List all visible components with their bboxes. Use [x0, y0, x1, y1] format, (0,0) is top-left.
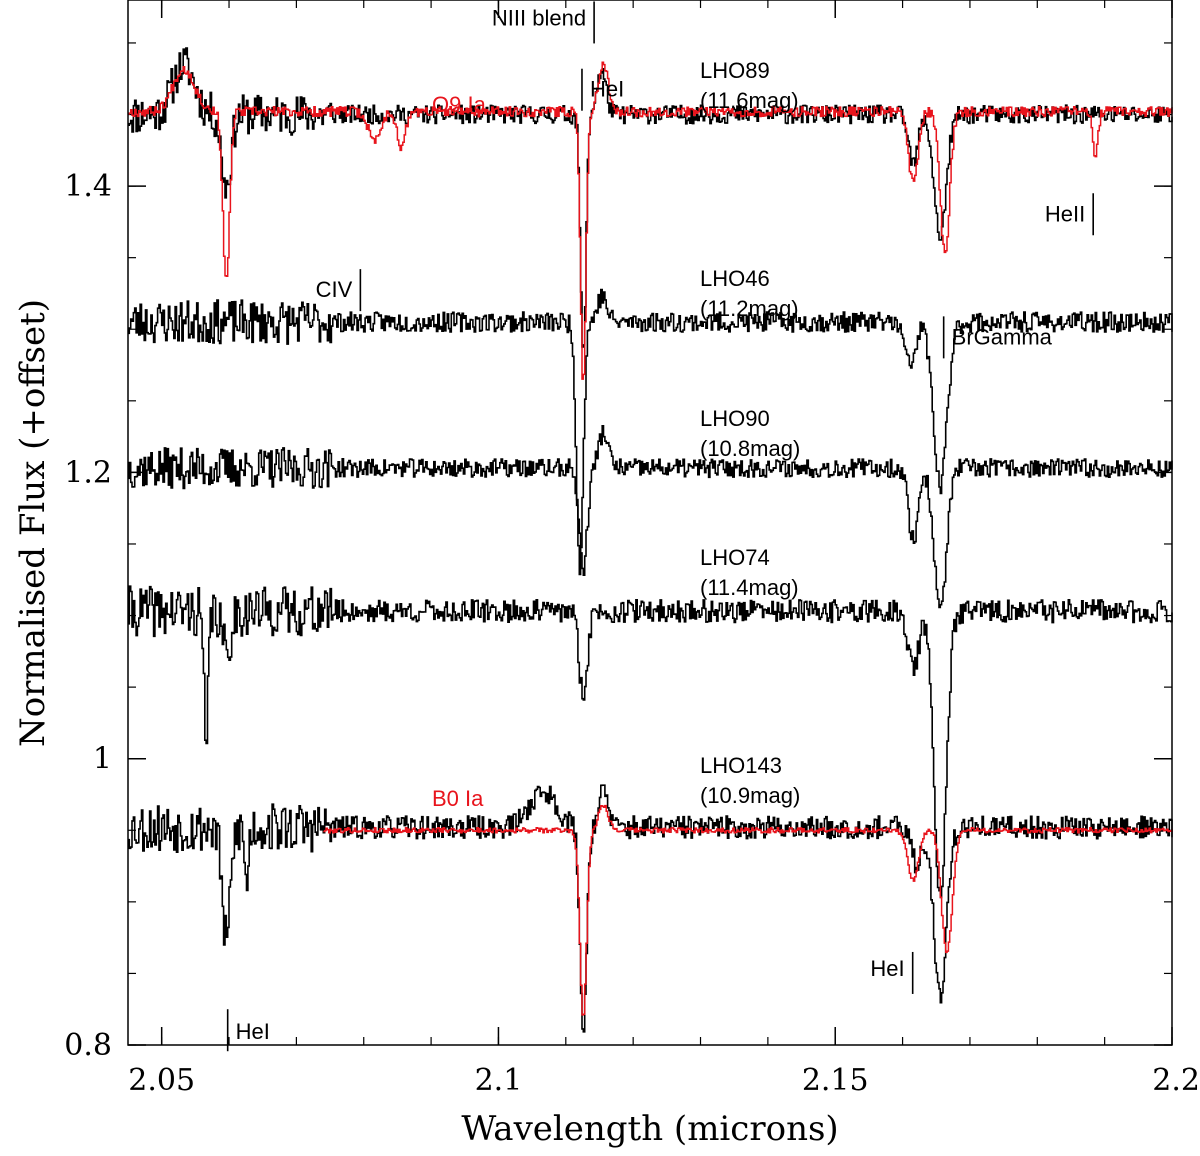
y-tick-label: 1.4 [64, 169, 112, 204]
series-line-lho46 [128, 288, 1173, 576]
series-label-lho74: LHO74 [700, 545, 770, 570]
series-mag-lho90: (10.8mag) [700, 436, 800, 461]
tick-labels: 2.05 2.1 2.15 2.2 0.8 1 1.2 1.4 [64, 169, 1200, 1098]
x-tick-label: 2.05 [128, 1063, 195, 1098]
x-tick-label: 2.15 [802, 1063, 869, 1098]
line-label-hei-mid: HeI [870, 956, 904, 981]
series-label-lho143: LHO143 [700, 753, 782, 778]
annotation-layer: NIII blend HeI HeII CIV BrGamma HeI HeI [226, 1, 1094, 1052]
line-label-heii: HeII [1045, 201, 1085, 226]
series-label-b0-ia-model: B0 Ia [432, 786, 484, 811]
series-label-lho46: LHO46 [700, 266, 770, 291]
y-tick-label: 0.8 [64, 1028, 112, 1063]
series-line-lho74 [128, 585, 1173, 899]
y-tick-label: 1.2 [64, 455, 112, 490]
x-axis-title: Wavelength (microns) [461, 1109, 838, 1149]
line-label-niii-blend: NIII blend [492, 5, 586, 30]
line-label-hei-top: HeI [590, 77, 624, 102]
series-mag-lho74: (11.4mag) [700, 575, 799, 600]
series-label-lho90: LHO90 [700, 406, 770, 431]
x-tick-label: 2.2 [1152, 1063, 1200, 1098]
series-line-lho143 [128, 784, 1173, 1033]
series-mag-lho46: (11.2mag) [700, 296, 799, 321]
plot-frame [127, 0, 1173, 1046]
series-line-lho89 [128, 47, 1173, 348]
series-line-lho90 [128, 425, 1173, 609]
series-layer [128, 47, 1173, 1033]
series-line-o9-ia-model [128, 61, 1173, 380]
series-mag-lho143: (10.9mag) [700, 783, 800, 808]
series-line-b0-ia-model [323, 804, 1173, 1016]
y-axis-title: Normalised Flux (+offset) [13, 299, 53, 747]
series-label-layer: LHO89 (11.6mag) LHO46 (11.2mag) LHO90 (10.8ma… [432, 58, 800, 811]
series-mag-lho89: (11.6mag) [700, 88, 799, 113]
line-label-brgamma: BrGamma [952, 324, 1053, 349]
series-label-lho89: LHO89 [700, 58, 770, 83]
series-label-o9-ia-model: O9 Ia [432, 92, 487, 117]
x-tick-label: 2.1 [475, 1063, 523, 1098]
y-tick-label: 1 [93, 742, 112, 777]
line-label-civ: CIV [316, 277, 353, 302]
line-label-hei-bottom: HeI [236, 1019, 270, 1044]
